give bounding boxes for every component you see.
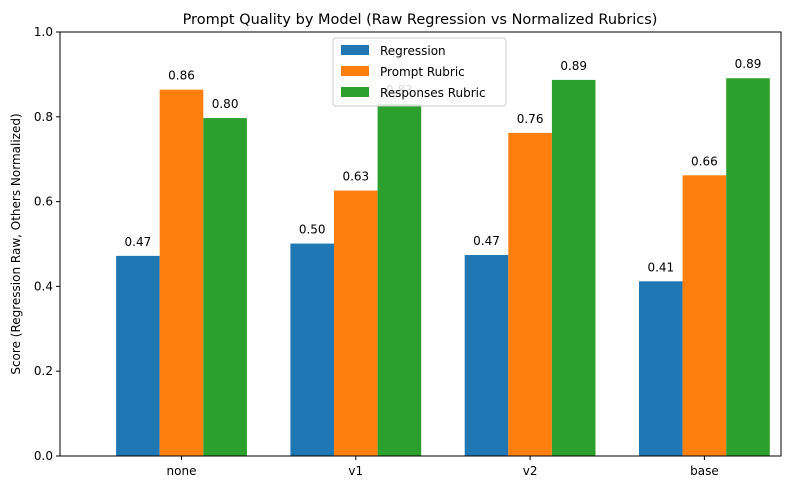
bar-regression-base <box>639 281 683 456</box>
bars-group <box>116 78 770 457</box>
chart-title: Prompt Quality by Model (Raw Regression … <box>183 12 658 28</box>
bar-responses-rubric-v1 <box>377 104 422 456</box>
legend-swatch <box>341 45 369 55</box>
x-tick-label: base <box>690 464 719 478</box>
bar-responses-rubric-base <box>726 78 770 456</box>
bar-prompt-rubric-none <box>159 89 204 456</box>
data-label: 0.80 <box>212 97 239 111</box>
y-tick-label: 0.0 <box>34 449 53 463</box>
bar-responses-rubric-v2 <box>551 79 596 457</box>
x-tick-label: v2 <box>523 464 538 478</box>
legend: Regression Prompt Rubric Responses Rubric <box>332 37 507 107</box>
x-tick-label: none <box>167 464 197 478</box>
y-tick-label: 1.0 <box>34 25 53 39</box>
data-label: 0.86 <box>168 69 195 83</box>
bar-prompt-rubric-base <box>682 175 727 456</box>
y-axis: 0.0 0.2 0.4 0.6 0.8 1.0 <box>34 25 60 463</box>
y-axis-label: Score (Regression Raw, Others Normalized… <box>9 113 23 374</box>
data-label: 0.66 <box>691 154 718 168</box>
y-tick-label: 0.8 <box>34 110 53 124</box>
bar-regression-v1 <box>290 243 334 456</box>
data-labels-group: 0.470.500.470.410.860.630.760.660.800.83… <box>125 57 762 274</box>
bar-regression-none <box>116 255 160 456</box>
bar-prompt-rubric-v1 <box>334 190 378 457</box>
legend-swatch <box>341 87 369 97</box>
data-label: 0.89 <box>735 57 762 71</box>
data-label: 0.41 <box>647 260 674 274</box>
y-tick-label: 0.6 <box>34 195 53 209</box>
x-tick-label: v1 <box>348 464 363 478</box>
data-label: 0.76 <box>517 112 544 126</box>
legend-swatch <box>341 66 369 76</box>
y-tick-label: 0.2 <box>34 364 53 378</box>
legend-label: Prompt Rubric <box>380 65 465 79</box>
data-label: 0.89 <box>560 59 587 73</box>
data-label: 0.63 <box>342 170 369 184</box>
bar-prompt-rubric-v2 <box>508 132 552 457</box>
plot-frame <box>59 31 782 457</box>
data-label: 0.47 <box>125 235 152 249</box>
x-axis: none v1 v2 base <box>167 456 719 478</box>
bar-regression-v2 <box>464 255 509 456</box>
bar-responses-rubric-none <box>203 118 247 457</box>
y-tick-label: 0.4 <box>34 279 53 293</box>
legend-box <box>332 37 507 107</box>
legend-label: Responses Rubric <box>380 86 486 100</box>
data-label: 0.50 <box>299 223 326 237</box>
legend-label: Regression <box>380 44 446 58</box>
data-label: 0.47 <box>473 234 500 248</box>
